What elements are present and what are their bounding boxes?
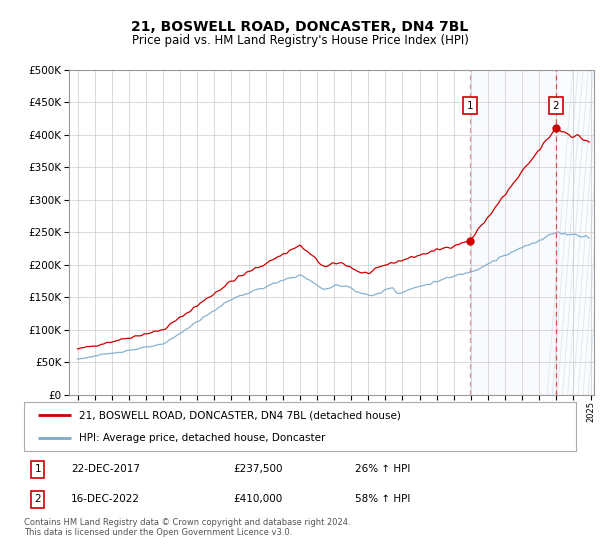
FancyBboxPatch shape bbox=[24, 402, 576, 451]
Text: 2: 2 bbox=[34, 494, 41, 505]
Text: 1: 1 bbox=[34, 464, 41, 474]
Text: 22-DEC-2017: 22-DEC-2017 bbox=[71, 464, 140, 474]
Text: 21, BOSWELL ROAD, DONCASTER, DN4 7BL (detached house): 21, BOSWELL ROAD, DONCASTER, DN4 7BL (de… bbox=[79, 410, 401, 421]
Text: 21, BOSWELL ROAD, DONCASTER, DN4 7BL: 21, BOSWELL ROAD, DONCASTER, DN4 7BL bbox=[131, 20, 469, 34]
Text: Contains HM Land Registry data © Crown copyright and database right 2024.
This d: Contains HM Land Registry data © Crown c… bbox=[24, 518, 350, 538]
Text: 1: 1 bbox=[467, 101, 473, 111]
Text: 58% ↑ HPI: 58% ↑ HPI bbox=[355, 494, 410, 505]
Text: £410,000: £410,000 bbox=[234, 494, 283, 505]
Bar bbox=[556, 70, 594, 395]
Bar bbox=[470, 70, 556, 395]
Text: HPI: Average price, detached house, Doncaster: HPI: Average price, detached house, Donc… bbox=[79, 433, 326, 444]
Text: 16-DEC-2022: 16-DEC-2022 bbox=[71, 494, 140, 505]
Text: Price paid vs. HM Land Registry's House Price Index (HPI): Price paid vs. HM Land Registry's House … bbox=[131, 34, 469, 46]
Text: £237,500: £237,500 bbox=[234, 464, 283, 474]
Text: 26% ↑ HPI: 26% ↑ HPI bbox=[355, 464, 410, 474]
Text: 2: 2 bbox=[553, 101, 559, 111]
